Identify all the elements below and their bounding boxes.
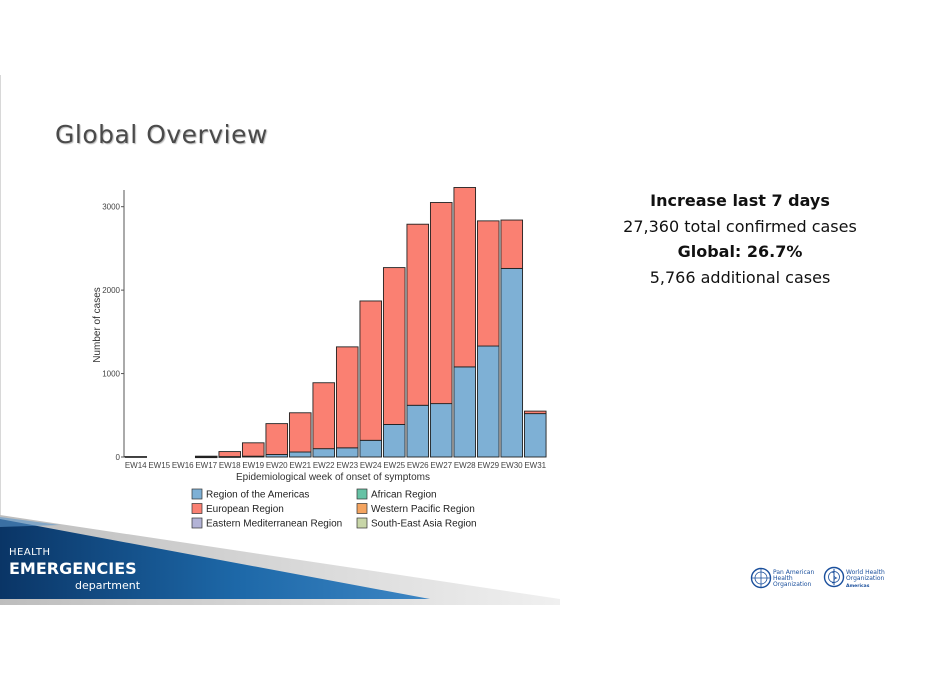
legend-label: African Region (371, 490, 437, 501)
who-emblem-icon (823, 566, 845, 588)
stats-panel: Increase last 7 days 27,360 total confir… (590, 188, 890, 290)
x-tick-label: EW16 (172, 461, 194, 470)
legend-label: Western Pacific Region (371, 504, 475, 515)
bars (124, 187, 547, 459)
x-tick-label: EW26 (407, 461, 429, 470)
x-axis: EW14 EW15 EW16 EW17 EW18 EW19 EW20 EW21 EW22 EW23… (125, 461, 547, 470)
paho-line-2: Health (773, 575, 793, 582)
legend-swatch (191, 488, 203, 500)
bar-european-region-ew25 (382, 267, 406, 425)
bar-european-region-ew21 (288, 412, 312, 453)
legend-swatch (191, 517, 203, 529)
paho-line-3: Organization (773, 581, 812, 588)
brand-line-emergencies: EMERGENCIES (9, 559, 137, 578)
legend-swatch (356, 488, 368, 500)
bar-european-region-ew24 (359, 300, 383, 441)
bar-european-region-ew14 (124, 456, 148, 458)
stats-total-label: total confirmed cases (679, 216, 857, 236)
legend: Region of the Americas African Region Euro… (191, 488, 477, 530)
bar-european-region-ew30 (500, 219, 524, 269)
bar-european-region-ew23 (335, 346, 359, 449)
x-tick-label: EW15 (148, 461, 170, 470)
bar-region-of-the-americas-ew21 (288, 451, 312, 458)
x-tick-label: EW25 (383, 461, 405, 470)
bar-european-region-ew31 (523, 410, 547, 415)
y-tick-label: 1000 (102, 370, 120, 379)
bar-european-region-ew29 (476, 220, 500, 347)
bar-region-of-the-americas-ew30 (500, 267, 524, 458)
stats-total-value: 27,360 (623, 216, 680, 236)
stats-additional-line: 5,766 additional cases (590, 265, 890, 291)
legend-label: European Region (206, 504, 284, 515)
bar-european-region-ew22 (312, 382, 336, 450)
x-tick-label: EW21 (289, 461, 311, 470)
stats-total-line: 27,360 total confirmed cases (590, 214, 890, 240)
x-tick-label: EW28 (454, 461, 476, 470)
bar-european-region-ew20 (265, 423, 289, 455)
y-axis: 0 1000 2000 3000 (102, 190, 125, 462)
who-line-2: Organization (846, 575, 885, 582)
x-tick-label: EW24 (360, 461, 382, 470)
bar-region-of-the-americas-ew28 (453, 366, 477, 458)
x-tick-label: EW19 (242, 461, 264, 470)
bar-european-region-ew18 (218, 451, 242, 458)
x-tick-label: EW31 (524, 461, 546, 470)
legend-swatch (356, 517, 368, 529)
stats-additional-label: additional cases (695, 267, 831, 287)
bar-region-of-the-americas-ew26 (406, 404, 430, 458)
x-tick-label: EW14 (125, 461, 147, 470)
stats-heading: Increase last 7 days (650, 191, 830, 210)
x-tick-label: EW30 (501, 461, 523, 470)
bar-european-region-ew27 (429, 202, 453, 405)
health-emergencies-logo: HEALTH EMERGENCIES department (9, 547, 141, 592)
brand-line-department: department (75, 579, 141, 592)
slide-title: Global Overview (55, 120, 268, 149)
footer-band (0, 515, 560, 605)
bar-european-region-ew17 (194, 455, 218, 458)
legend-swatch (356, 503, 368, 514)
legend-label: Eastern Mediterranean Region (206, 519, 342, 530)
who-line-1: World Health (846, 569, 885, 576)
paho-who-logos: Pan American Health Organization World H… (750, 566, 885, 589)
x-tick-label: EW17 (195, 461, 217, 470)
bar-european-region-ew26 (406, 223, 430, 406)
who-sub: Americas (846, 583, 870, 589)
bar-european-region-ew28 (453, 187, 477, 368)
bar-region-of-the-americas-ew29 (476, 345, 500, 458)
bar-region-of-the-americas-ew22 (312, 448, 336, 458)
bar-region-of-the-americas-ew23 (335, 447, 359, 458)
bar-region-of-the-americas-ew27 (429, 403, 453, 458)
brand-line-health: HEALTH (9, 547, 51, 558)
bar-region-of-the-americas-ew25 (382, 424, 406, 458)
legend-label: Region of the Americas (206, 490, 309, 501)
x-axis-label: Epidemiological week of onset of symptom… (236, 472, 430, 483)
stats-additional-value: 5,766 (649, 267, 696, 287)
bar-region-of-the-americas-ew31 (523, 413, 547, 458)
paho-globe-icon (750, 567, 772, 589)
y-tick-label: 2000 (102, 286, 120, 295)
x-tick-label: EW27 (430, 461, 452, 470)
legend-label: South-East Asia Region (371, 519, 477, 530)
bar-region-of-the-americas-ew24 (359, 439, 383, 458)
x-tick-label: EW22 (313, 461, 335, 470)
legend-swatch (191, 503, 203, 514)
paho-line-1: Pan American (773, 569, 814, 576)
y-tick-label: 3000 (102, 203, 120, 212)
x-tick-label: EW23 (336, 461, 358, 470)
y-tick-label: 0 (116, 453, 121, 462)
x-tick-label: EW29 (477, 461, 499, 470)
stats-global-percent: Global: 26.7% (677, 242, 803, 261)
x-tick-label: EW20 (266, 461, 288, 470)
y-axis-label: Number of cases (92, 287, 103, 363)
bar-european-region-ew19 (241, 442, 265, 457)
x-tick-label: EW18 (219, 461, 241, 470)
